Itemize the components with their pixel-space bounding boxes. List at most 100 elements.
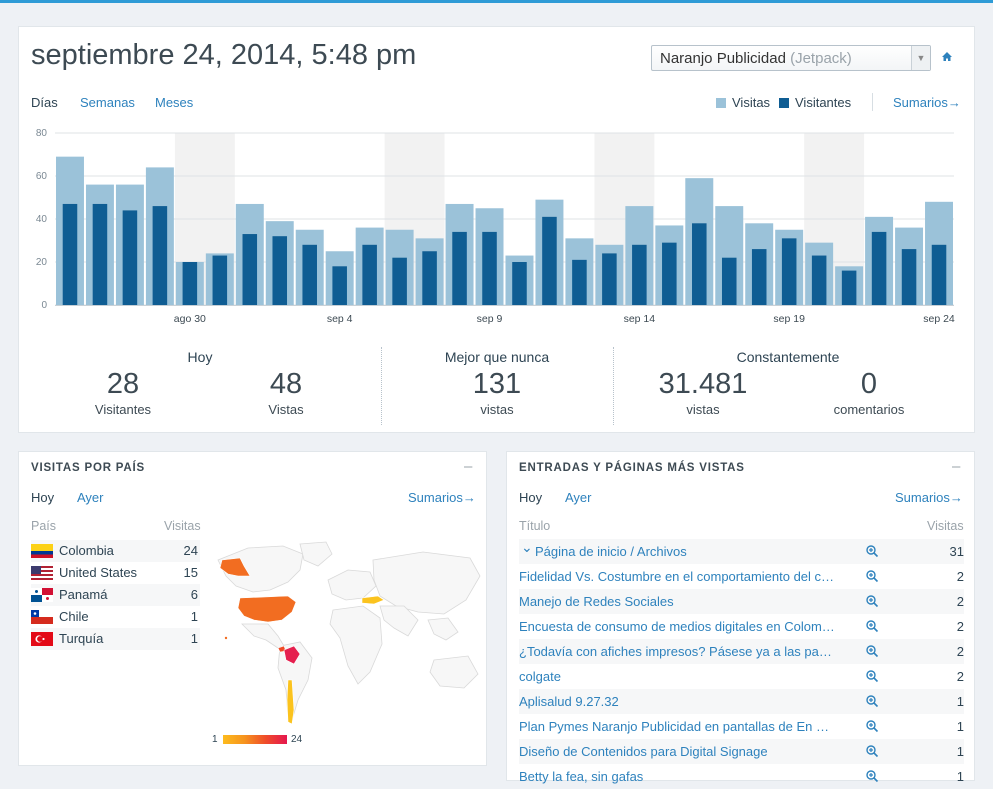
post-visits: 1 — [956, 769, 964, 784]
visitors-bar — [182, 262, 198, 305]
turkey-flag-icon — [31, 632, 53, 646]
legend-divider — [872, 93, 873, 111]
country-visits: 1 — [190, 609, 198, 624]
visitors-bar — [302, 244, 317, 305]
visitors-bar — [841, 270, 857, 305]
visitors-bar — [781, 238, 797, 305]
post-row[interactable]: Fidelidad Vs. Costumbre en el comportami… — [519, 564, 964, 589]
home-icon[interactable] — [940, 50, 954, 64]
zoom-in-icon[interactable] — [865, 569, 879, 583]
top-accent-bar — [0, 0, 993, 3]
stats-overall: Constantemente 31.481 vistas 0 comentari… — [613, 343, 963, 427]
post-title-link[interactable]: Diseño de Contenidos para Digital Signag… — [519, 744, 768, 759]
country-name: Chile — [59, 609, 89, 624]
post-title-link[interactable]: Encuesta de consumo de medios digitales … — [519, 619, 837, 634]
post-row[interactable]: Aplisalud 9.27.32 1 — [519, 689, 964, 714]
x-tick-label: sep 9 — [477, 313, 503, 325]
post-title-link[interactable]: Página de inicio / Archivos — [535, 544, 687, 559]
country-name: Colombia — [59, 543, 114, 558]
site-select[interactable]: Naranjo Publicidad (Jetpack) ▼ — [651, 45, 931, 71]
visitors-bar — [92, 203, 108, 305]
country-name: Turquía — [59, 631, 104, 646]
post-visits: 1 — [956, 744, 964, 759]
post-row[interactable]: Manejo de Redes Sociales 2 — [519, 589, 964, 614]
post-title-link[interactable]: Aplisalud 9.27.32 — [519, 694, 619, 709]
visitors-bar — [152, 206, 168, 305]
legend-visits: Visitas — [716, 95, 770, 110]
summaries-link[interactable]: Sumarios→ — [408, 490, 476, 505]
site-select-value: Naranjo Publicidad (Jetpack) — [660, 50, 852, 67]
tab-months[interactable]: Meses — [155, 95, 194, 110]
tab-today[interactable]: Hoy — [519, 490, 543, 505]
zoom-in-icon[interactable] — [865, 744, 879, 758]
zoom-in-icon[interactable] — [865, 719, 879, 733]
zoom-in-icon[interactable] — [865, 594, 879, 608]
zoom-in-icon[interactable] — [865, 619, 879, 633]
x-tick-label: sep 14 — [624, 313, 656, 325]
post-title-link[interactable]: colgate — [519, 669, 561, 684]
visitors-bar — [332, 266, 347, 305]
post-title-link[interactable]: Plan Pymes Naranjo Publicidad en pantall… — [519, 719, 837, 734]
post-visits: 2 — [956, 594, 964, 609]
stats-today: Hoy 28 Visitantes 48 Vistas — [19, 343, 381, 427]
post-row[interactable]: ¿Todavía con afiches impresos? Pásese ya… — [519, 639, 964, 664]
post-visits: 2 — [956, 569, 964, 584]
zoom-in-icon[interactable] — [865, 644, 879, 658]
chevron-down-icon[interactable]: ⌄ — [521, 539, 533, 555]
panel-title: VISITAS POR PAÍS — [31, 462, 145, 474]
tab-yesterday[interactable]: Ayer — [565, 490, 592, 505]
chile-flag-icon — [31, 610, 53, 624]
tab-days[interactable]: Días — [31, 95, 58, 110]
zoom-in-icon[interactable] — [865, 694, 879, 708]
zoom-in-icon[interactable] — [865, 769, 879, 783]
visitors-bar — [512, 262, 527, 305]
x-tick-label: sep 19 — [773, 313, 805, 325]
post-title-link[interactable]: Manejo de Redes Sociales — [519, 594, 674, 609]
post-title-link[interactable]: ¿Todavía con afiches impresos? Pásese ya… — [519, 644, 837, 659]
visits-by-country-panel: VISITAS POR PAÍS – Hoy Ayer Sumarios→ Pa… — [18, 451, 487, 766]
visitors-bar — [751, 249, 767, 305]
stats-best: Mejor que nunca 131 vistas — [381, 343, 613, 427]
visitors-bar — [811, 255, 827, 305]
summaries-link[interactable]: Sumarios→ — [895, 490, 963, 505]
post-row[interactable]: Betty la fea, sin gafas 1 — [519, 764, 964, 789]
post-row[interactable]: Plan Pymes Naranjo Publicidad en pantall… — [519, 714, 964, 739]
zoom-in-icon[interactable] — [865, 669, 879, 683]
visitors-bar — [871, 231, 887, 305]
country-row: Panamá 6 — [31, 584, 200, 606]
tab-today[interactable]: Hoy — [31, 490, 55, 505]
y-tick-label: 60 — [36, 171, 48, 182]
collapse-button[interactable]: – — [952, 458, 961, 475]
visitors-bar — [392, 257, 407, 305]
post-visits: 31 — [949, 544, 964, 559]
panel-title: ENTRADAS Y PÁGINAS MÁS VISTAS — [519, 462, 745, 474]
world-map — [217, 541, 481, 725]
post-visits: 1 — [956, 719, 964, 734]
stats-best-heading: Mejor que nunca — [444, 349, 550, 365]
turkey-region — [361, 595, 385, 605]
summaries-link[interactable]: Sumarios→ — [893, 95, 961, 110]
post-title-link[interactable]: Fidelidad Vs. Costumbre en el comportami… — [519, 569, 837, 584]
stats-summary-row: Hoy 28 Visitantes 48 Vistas Mejor que nu… — [19, 343, 976, 427]
tab-weeks[interactable]: Semanas — [80, 95, 135, 110]
stat-overall-comments: 0 comentarios — [833, 368, 905, 417]
country-visits: 15 — [183, 565, 198, 580]
x-tick-label: sep 4 — [327, 313, 353, 325]
collapse-button[interactable]: – — [464, 458, 473, 475]
zoom-in-icon[interactable] — [865, 544, 879, 558]
stats-overall-heading: Constantemente — [736, 349, 840, 365]
post-title-link[interactable]: Betty la fea, sin gafas — [519, 769, 644, 784]
visitors-bar — [482, 231, 497, 305]
stats-divider — [613, 347, 614, 425]
post-row[interactable]: ⌄ Página de inicio / Archivos 31 — [519, 539, 964, 564]
tab-yesterday[interactable]: Ayer — [77, 490, 104, 505]
post-visits: 1 — [956, 694, 964, 709]
post-row[interactable]: Encuesta de consumo de medios digitales … — [519, 614, 964, 639]
color-scale-bar — [223, 735, 287, 744]
stats-overview-panel: septiembre 24, 2014, 5:48 pm Naranjo Pub… — [18, 26, 975, 433]
post-row[interactable]: Diseño de Contenidos para Digital Signag… — [519, 739, 964, 764]
column-header-country: País — [31, 519, 57, 533]
post-row[interactable]: colgate 2 — [519, 664, 964, 689]
visitors-bar — [122, 210, 138, 305]
visitors-bar — [572, 259, 587, 305]
